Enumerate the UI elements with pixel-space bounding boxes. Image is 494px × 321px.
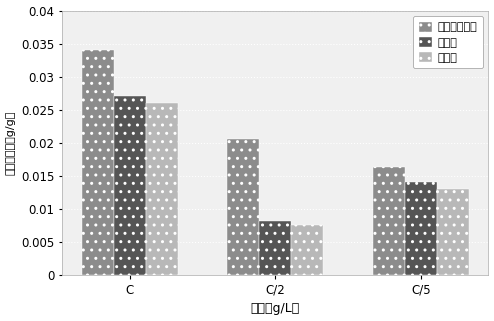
Bar	[437, 189, 469, 275]
Bar	[373, 167, 405, 275]
X-axis label: 浓度（g/L）: 浓度（g/L）	[250, 302, 300, 316]
Y-axis label: 最大吸附量（g/g）: 最大吸附量（g/g）	[5, 110, 15, 175]
Bar	[259, 221, 291, 275]
Legend: 对羟基苯甲醛, 香草醛, 丁香醛: 对羟基苯甲醛, 香草醛, 丁香醛	[413, 16, 483, 68]
Bar	[227, 139, 259, 275]
Bar	[82, 50, 114, 275]
Bar	[405, 182, 437, 275]
Bar	[146, 103, 178, 275]
Bar	[291, 225, 324, 275]
Bar	[114, 96, 146, 275]
